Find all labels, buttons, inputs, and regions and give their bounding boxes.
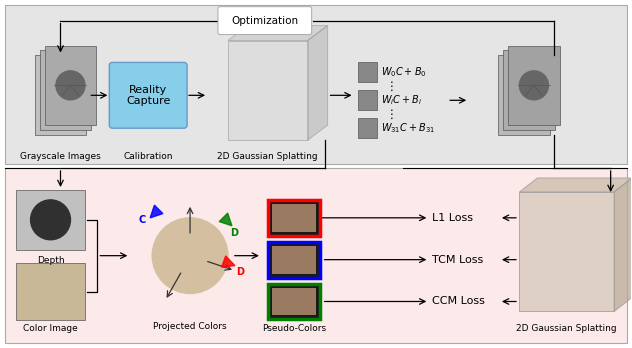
Bar	[44, 46, 96, 125]
FancyBboxPatch shape	[109, 62, 187, 128]
Bar	[35, 55, 87, 135]
Bar	[16, 263, 85, 321]
Text: Calibration: Calibration	[123, 152, 173, 161]
Bar	[16, 190, 85, 250]
Bar	[268, 242, 320, 278]
Text: Pseudo-Colors: Pseudo-Colors	[262, 324, 325, 333]
Text: D: D	[236, 267, 244, 277]
Circle shape	[51, 76, 80, 105]
Text: 2D Gaussian Splatting: 2D Gaussian Splatting	[516, 324, 617, 333]
Circle shape	[520, 71, 549, 100]
Text: TCM Loss: TCM Loss	[432, 255, 483, 265]
Bar	[272, 204, 315, 232]
Bar	[268, 200, 320, 236]
Text: Color Image: Color Image	[23, 324, 78, 333]
Bar	[520, 192, 614, 311]
Bar	[4, 5, 626, 164]
Polygon shape	[219, 213, 232, 226]
Text: C: C	[139, 215, 146, 225]
Bar	[503, 50, 555, 130]
Text: L1 Loss: L1 Loss	[432, 213, 473, 223]
Text: CCM Loss: CCM Loss	[432, 296, 485, 307]
Text: Reality
Capture: Reality Capture	[126, 85, 171, 106]
Circle shape	[514, 76, 544, 105]
Bar	[358, 90, 377, 110]
Circle shape	[46, 81, 75, 110]
Polygon shape	[150, 205, 163, 218]
Circle shape	[509, 81, 538, 110]
Text: $\vdots$: $\vdots$	[386, 108, 394, 121]
Circle shape	[30, 200, 70, 240]
Text: $W_0C + B_0$: $W_0C + B_0$	[382, 65, 427, 79]
Bar	[358, 118, 377, 138]
Polygon shape	[614, 178, 632, 311]
Text: Grayscale Images: Grayscale Images	[20, 152, 101, 161]
Polygon shape	[222, 256, 235, 267]
Polygon shape	[520, 178, 632, 192]
Text: $W_iC + B_i$: $W_iC + B_i$	[382, 93, 423, 107]
Bar	[508, 46, 560, 125]
Bar	[268, 284, 320, 319]
Text: Projected Colors: Projected Colors	[153, 322, 227, 331]
Bar	[358, 62, 377, 82]
Bar	[498, 55, 550, 135]
Circle shape	[152, 218, 228, 293]
Bar	[4, 168, 626, 343]
Text: $W_{31}C + B_{31}$: $W_{31}C + B_{31}$	[382, 121, 435, 135]
FancyBboxPatch shape	[218, 7, 312, 34]
Text: Optimization: Optimization	[231, 16, 298, 26]
Text: D: D	[230, 228, 238, 238]
Text: Depth: Depth	[37, 256, 64, 265]
Text: 2D Gaussian Splatting: 2D Gaussian Splatting	[217, 152, 318, 161]
Polygon shape	[308, 26, 327, 140]
Polygon shape	[228, 26, 327, 40]
Text: $\vdots$: $\vdots$	[386, 80, 394, 93]
Bar	[40, 50, 92, 130]
Bar	[228, 40, 308, 140]
Bar	[272, 246, 315, 274]
Bar	[272, 287, 315, 315]
Circle shape	[56, 71, 85, 100]
